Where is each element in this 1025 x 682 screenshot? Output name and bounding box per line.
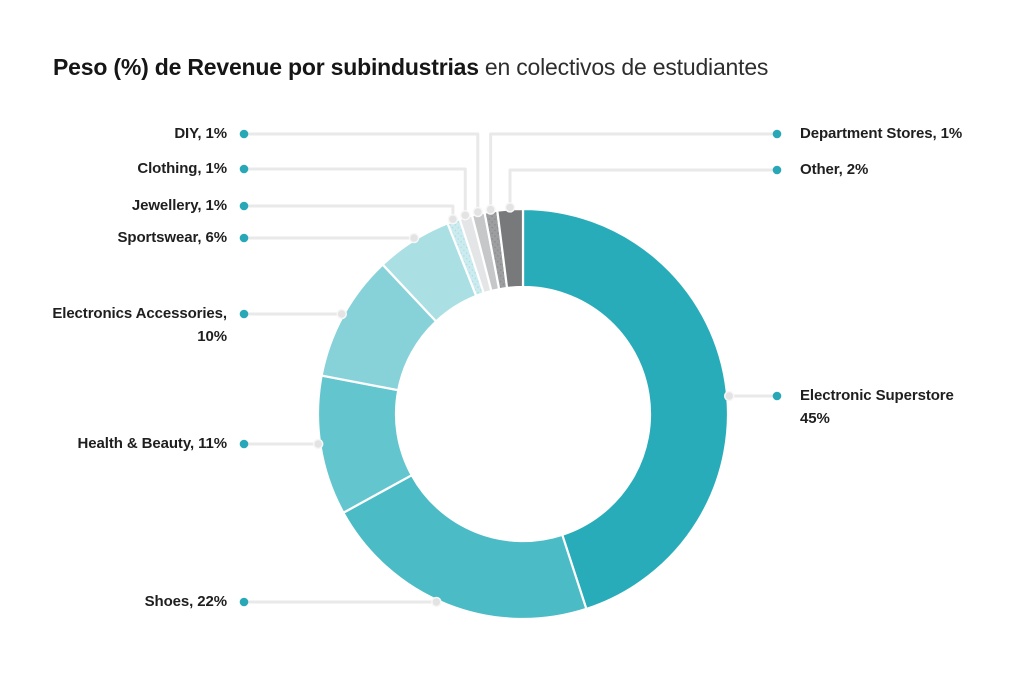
connector-line-diy	[242, 132, 480, 214]
segment-label-line: Sportswear, 6%	[117, 229, 228, 246]
segment-label-line: Electronics Accessories,	[52, 305, 227, 322]
segment-label-line: Shoes, 22%	[144, 593, 227, 610]
segment-label-line: Electronic Superstore	[800, 387, 954, 404]
segment-label-clothing: Clothing, 1%	[137, 157, 227, 180]
donut-slice-shoes	[342, 474, 588, 621]
segment-label-electronic-superstore: Electronic Superstore 45%	[800, 384, 954, 430]
segment-label-line: Department Stores, 1%	[800, 125, 963, 142]
segment-label-other: Other, 2%	[800, 158, 868, 181]
label-bullet-shoes	[239, 597, 249, 607]
connector-line-clothing	[242, 167, 467, 217]
connector-marker-jewellery	[447, 213, 459, 225]
segment-label-line: Health & Beauty, 11%	[77, 435, 228, 452]
connector-line-department-stores	[489, 132, 779, 212]
label-bullet-other	[772, 165, 782, 175]
connector-marker-other	[504, 202, 516, 213]
connector-marker-sportswear	[408, 232, 420, 244]
segment-label-line: Clothing, 1%	[137, 160, 227, 177]
page-title-emphasis: Peso (%) de Revenue por subindustrias	[53, 54, 479, 80]
segment-label-sportswear: Sportswear, 6%	[117, 226, 228, 249]
label-bullet-sportswear	[239, 233, 249, 243]
connector-marker-electronics-accessories	[336, 308, 348, 320]
segment-label-department-stores: Department Stores, 1%	[800, 122, 962, 145]
segment-label-line: 45%	[800, 410, 830, 427]
page-title: Peso (%) de Revenue por subindustrias en …	[53, 52, 953, 82]
label-bullet-health-beauty	[239, 439, 249, 449]
connector-marker-health-beauty	[312, 438, 324, 450]
connector-marker-electronic-superstore	[723, 390, 735, 402]
label-bullet-department-stores	[772, 129, 782, 139]
segment-label-jewellery: Jewellery, 1%	[132, 194, 227, 217]
label-bullet-diy	[239, 129, 249, 139]
connector-marker-diy	[472, 206, 484, 218]
segment-label-line: DIY, 1%	[174, 125, 227, 142]
label-bullet-electronic-superstore	[772, 391, 782, 401]
connector-marker-department-stores	[485, 204, 496, 215]
connector-line-other	[508, 168, 779, 209]
segment-label-electronics-accessories: Electronics Accessories, 10%	[52, 302, 227, 348]
segment-label-health-beauty: Health & Beauty, 11%	[77, 432, 228, 455]
segment-label-shoes: Shoes, 22%	[145, 590, 227, 613]
label-bullet-electronics-accessories	[239, 309, 249, 319]
segment-label-line: 10%	[197, 328, 227, 345]
connector-marker-shoes	[431, 596, 442, 608]
page-title-rest: en colectivos de estudiantes	[484, 54, 769, 80]
segment-label-line: Other, 2%	[800, 161, 869, 178]
connector-marker-clothing	[459, 209, 471, 221]
segment-label-line: Jewellery, 1%	[131, 197, 227, 214]
label-bullet-jewellery	[239, 201, 249, 211]
segment-label-diy: DIY, 1%	[174, 122, 227, 145]
connector-line-jewellery	[242, 204, 455, 221]
label-bullet-clothing	[239, 164, 249, 174]
donut-slice-electronic-superstore	[521, 207, 730, 611]
